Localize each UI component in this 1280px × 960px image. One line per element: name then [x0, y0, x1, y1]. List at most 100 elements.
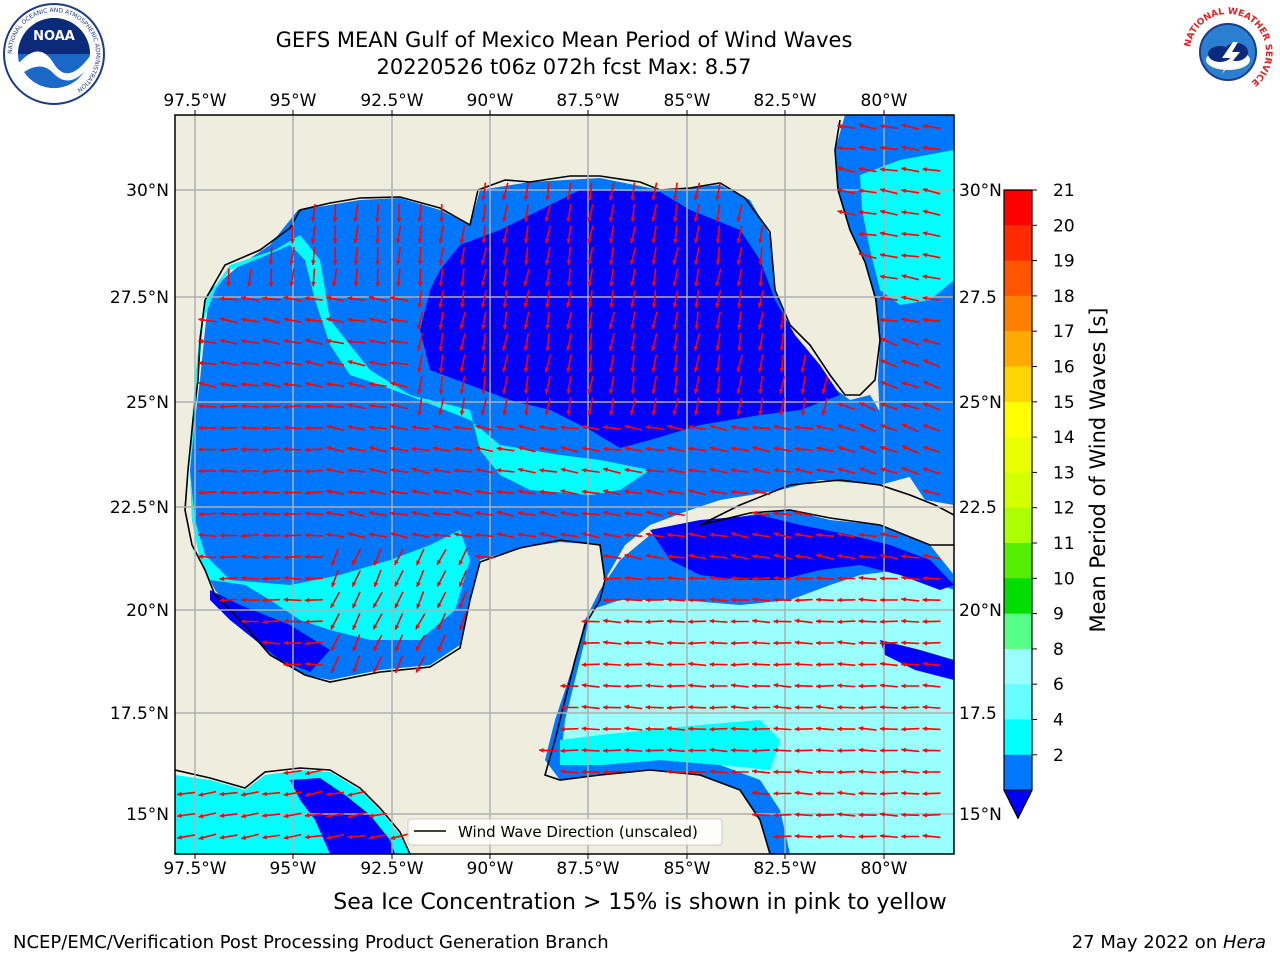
- wave-arrow: [901, 466, 919, 476]
- wave-arrow: [304, 834, 323, 840]
- wave-arrow: [715, 225, 721, 244]
- wave-arrow: [375, 246, 381, 266]
- wave-arrow: [752, 790, 771, 796]
- wave-arrow: [730, 640, 749, 646]
- wave-arrow: [436, 591, 447, 609]
- wave-arrow: [326, 295, 345, 302]
- wave-arrow: [587, 268, 594, 287]
- wave-arrow: [736, 376, 743, 394]
- wave-arrow: [879, 726, 898, 732]
- wave-arrow: [922, 726, 941, 732]
- wave-arrow: [709, 467, 728, 474]
- colorbar-segment: [1004, 472, 1032, 509]
- wave-arrow: [794, 683, 813, 689]
- wave-arrow: [304, 769, 323, 776]
- wave-arrow: [262, 813, 281, 818]
- wave-arrow: [715, 203, 721, 223]
- mexico-coastline: [184, 299, 771, 854]
- wave-arrow: [688, 769, 707, 775]
- wave-arrow: [524, 246, 529, 266]
- colorbar-tick-label: 14: [1053, 428, 1075, 448]
- colorbar-tick-label: 17: [1053, 322, 1075, 342]
- wave-arrow: [347, 339, 366, 344]
- wave-arrow: [602, 618, 622, 624]
- wave-arrow: [794, 446, 813, 452]
- wave-arrow: [651, 182, 658, 201]
- wave-arrow: [715, 290, 722, 308]
- wave-arrow: [453, 468, 472, 473]
- wave-arrow: [198, 490, 217, 496]
- wave-arrow: [368, 317, 387, 324]
- wave-arrow: [240, 295, 259, 302]
- wave-arrow: [880, 467, 898, 475]
- wave-arrow: [219, 447, 238, 453]
- wave-arrow: [198, 554, 217, 560]
- wave-arrow: [459, 397, 466, 416]
- wave-arrow: [566, 225, 572, 244]
- wave-arrow: [304, 554, 323, 560]
- wave-arrow: [587, 225, 594, 244]
- lat-tick-label: 20°N: [126, 601, 169, 621]
- lon-tick-label: 92.5°W: [360, 91, 423, 111]
- wave-arrow: [368, 425, 387, 430]
- wave-arrow: [837, 833, 856, 839]
- lat-labels-right: 30°N 27.5 25°N 22.5 20°N 17.5 15°N: [959, 181, 1002, 825]
- lon-labels-bottom: 97.5°W 95°W 92.5°W 90°W 87.5°W 85°W 82.5°W 80°W: [163, 854, 908, 879]
- wave-arrow: [757, 311, 764, 330]
- wave-arrow: [794, 748, 813, 754]
- wave-arrow: [880, 380, 898, 390]
- wave-arrow: [389, 467, 409, 474]
- colorbar-tick-label: 20: [1053, 216, 1075, 236]
- wave-arrow: [879, 683, 898, 688]
- wave-arrow: [645, 597, 664, 603]
- wave-arrow: [694, 268, 700, 287]
- wave-arrow: [539, 510, 558, 518]
- wave-arrow: [326, 403, 345, 409]
- wave-arrow: [283, 640, 302, 646]
- wave-arrow: [709, 532, 728, 538]
- wave-arrow: [815, 812, 835, 818]
- wave-arrow: [901, 554, 920, 559]
- wave-arrow: [304, 790, 323, 797]
- wave-arrow: [283, 468, 302, 474]
- wave-arrow: [879, 640, 898, 646]
- lat-tick-label: 20°N: [959, 601, 1002, 621]
- colorbar-tick-label: 12: [1053, 499, 1075, 519]
- wave-arrow: [453, 510, 472, 517]
- wave-arrow: [219, 791, 238, 797]
- wave-arrow: [602, 661, 622, 667]
- wave-arrow: [539, 532, 558, 539]
- wave-arrow: [268, 268, 274, 287]
- gulf-coastline: [204, 119, 881, 396]
- lat-tick-label: 27.5°N: [110, 288, 169, 308]
- map-figure: Wind Wave Direction (unscaled) 97.5°W 95°…: [110, 91, 1110, 879]
- wave-arrow: [794, 532, 813, 538]
- wave-arrow: [304, 661, 323, 667]
- wave-arrow: [289, 268, 295, 287]
- wave-arrow: [651, 246, 657, 266]
- wave-arrow: [624, 640, 643, 646]
- wave-arrow: [602, 748, 622, 754]
- colorbar-label: Mean Period of Wind Waves [s]: [1086, 308, 1110, 633]
- wave-arrow: [502, 268, 508, 287]
- wave-arrow: [560, 425, 579, 430]
- wave-arrow: [602, 553, 622, 560]
- wave-arrow: [330, 656, 340, 673]
- wave-arrow: [417, 397, 423, 416]
- wave-arrow: [779, 354, 785, 373]
- wave-arrow: [794, 833, 813, 839]
- lon-tick-label: 97.5°W: [163, 859, 226, 879]
- wave-arrow: [901, 812, 920, 818]
- lon-tick-label: 82.5°W: [753, 91, 816, 111]
- wave-arrow: [517, 467, 536, 474]
- wave-arrow: [517, 532, 536, 538]
- wave-arrow: [858, 252, 877, 260]
- wave-arrow: [879, 791, 898, 797]
- colorbar-outline: [1003, 189, 1033, 820]
- wave-arrow: [773, 726, 792, 732]
- wave-arrow: [544, 354, 552, 373]
- wave-arrow: [436, 570, 447, 587]
- wave-arrow: [858, 210, 877, 215]
- wave-arrow: [624, 726, 643, 731]
- wave-arrow: [496, 468, 515, 473]
